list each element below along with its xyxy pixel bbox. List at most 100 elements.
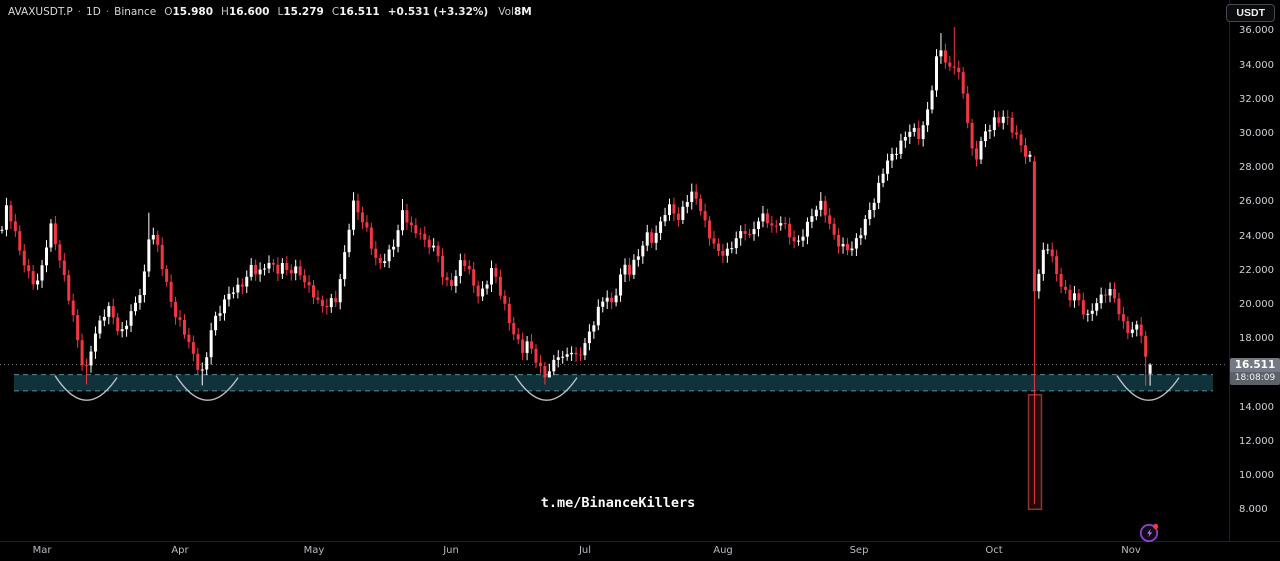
candle-body <box>1019 134 1023 146</box>
candle-body <box>263 268 267 270</box>
candle-body <box>512 323 516 335</box>
candle-body <box>1099 294 1103 304</box>
candle-body <box>694 191 698 199</box>
candle-body <box>676 213 680 221</box>
candle-body <box>62 260 66 276</box>
candle-body <box>254 264 258 275</box>
time-axis[interactable]: Mar Apr May Jun Jul Aug Sep Oct Nov <box>0 541 1280 561</box>
candle-body <box>98 320 102 334</box>
candle-body <box>975 148 979 160</box>
candle-body <box>877 182 881 203</box>
price-axis[interactable]: 36.000 34.000 32.000 30.000 28.000 26.000 24.0… <box>1229 0 1280 541</box>
candle-body <box>1028 154 1032 157</box>
candle-body <box>67 275 71 301</box>
candle-body <box>1041 249 1045 274</box>
candle-body <box>507 303 511 324</box>
candle-body <box>1001 116 1005 123</box>
price-tick-label: 20.000 <box>1239 299 1274 310</box>
candle-body <box>209 330 213 358</box>
zone-touch-arc[interactable] <box>175 375 239 401</box>
time-tick-label: Jul <box>578 545 592 556</box>
candle-body <box>712 238 716 244</box>
notification-dot-icon <box>1153 523 1159 529</box>
candle-body <box>841 244 845 247</box>
candle-body <box>1126 321 1130 334</box>
candle-body <box>930 90 934 110</box>
candle-body <box>9 205 13 222</box>
candle-body <box>819 200 823 210</box>
candle-body <box>245 276 249 287</box>
candle-body <box>271 262 275 265</box>
candle-body <box>846 244 849 251</box>
candle-body <box>196 353 200 370</box>
candle-body <box>1077 293 1081 301</box>
candle-body <box>690 191 694 203</box>
candle-body <box>45 247 48 266</box>
symbol-name[interactable]: AVAXUSDT.P <box>8 6 73 18</box>
candle-body <box>650 232 654 243</box>
candle-body <box>374 248 378 258</box>
anomaly-wick-box[interactable] <box>1027 394 1043 511</box>
candle-body <box>543 366 547 378</box>
candle-body <box>908 131 912 137</box>
candle-body <box>997 117 1001 123</box>
candle-body <box>205 357 209 370</box>
candle-body <box>325 305 329 308</box>
candle-body <box>312 285 315 298</box>
support-zone[interactable] <box>14 374 1213 391</box>
candle-body <box>912 127 916 132</box>
candle-body <box>592 325 596 332</box>
candle-body <box>814 209 818 217</box>
candle-body <box>160 244 164 269</box>
candle-body <box>917 127 921 140</box>
candle-body <box>1113 289 1116 299</box>
candle-body <box>378 257 382 264</box>
symbol-legend: AVAXUSDT.P · 1D · Binance O15.980 H16.60… <box>8 5 532 19</box>
channel-watermark: t.me/BinanceKillers <box>540 495 696 511</box>
zone-touch-arc[interactable] <box>514 375 578 401</box>
candle-body <box>494 268 498 277</box>
candle-body <box>681 206 685 221</box>
price-tick-label: 8.000 <box>1239 504 1268 516</box>
lightning-glyph-icon <box>1147 528 1153 538</box>
candle-body <box>102 316 106 321</box>
candle-body <box>530 341 534 349</box>
currency-toggle-button[interactable]: USDT <box>1226 4 1275 22</box>
candle-body <box>734 238 738 249</box>
candle-body <box>36 280 40 285</box>
candle-body <box>134 302 137 312</box>
interval-label[interactable]: 1D <box>86 6 101 18</box>
candle-body <box>490 268 493 285</box>
candle-body <box>699 198 703 212</box>
candle-body <box>668 204 671 216</box>
candle-body <box>40 265 44 281</box>
candle-body <box>120 329 124 332</box>
candle-body <box>231 292 235 294</box>
candle-body <box>227 293 231 300</box>
candle-body <box>765 213 769 224</box>
candle-body <box>627 264 631 275</box>
candle-body <box>111 306 115 318</box>
zone-touch-arc[interactable] <box>1116 375 1180 401</box>
candle-body <box>200 369 204 371</box>
candle-body <box>565 354 569 357</box>
candle-body <box>992 117 996 131</box>
candle-body <box>805 221 809 237</box>
candle-body <box>863 219 867 236</box>
candle-body <box>445 277 449 281</box>
candle-body <box>276 264 280 274</box>
candle-body <box>583 343 587 356</box>
circular-event-icon[interactable] <box>1138 520 1162 544</box>
zone-touch-arc[interactable] <box>54 375 118 401</box>
candle-body <box>721 250 725 256</box>
candle-body <box>22 250 26 266</box>
candle-body <box>1024 145 1027 157</box>
time-tick-label: Sep <box>849 545 869 556</box>
candle-body <box>58 244 62 261</box>
time-tick-label: Apr <box>171 545 189 556</box>
candle-body <box>1117 298 1121 315</box>
candle-body <box>605 297 609 302</box>
candle-body <box>832 223 836 235</box>
candle-body <box>850 248 854 251</box>
